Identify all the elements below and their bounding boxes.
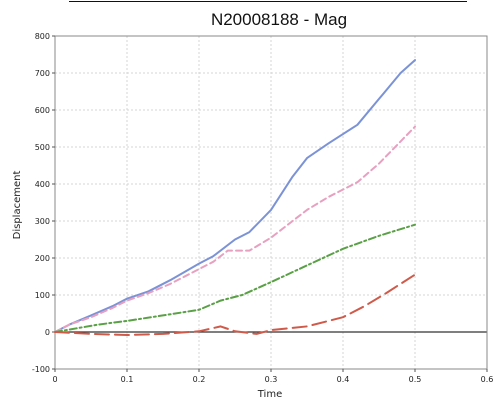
x-tick-label: 0.2 xyxy=(193,375,206,384)
x-tick-label: 0 xyxy=(52,375,57,384)
series-line-2 xyxy=(54,125,416,333)
y-tick-label: 500 xyxy=(35,143,50,152)
x-tick-label: 0.3 xyxy=(265,375,278,384)
x-tick-label: 0.4 xyxy=(337,375,350,384)
y-tick-label: 200 xyxy=(35,254,50,263)
top-rule xyxy=(69,1,467,2)
x-axis-label: Time xyxy=(257,389,282,400)
y-tick-label: 700 xyxy=(35,69,50,78)
x-tick-label: 0.6 xyxy=(481,375,493,384)
y-tick-label: 400 xyxy=(35,180,50,189)
series-line-1 xyxy=(54,59,416,333)
x-tick-label: 0.1 xyxy=(121,375,134,384)
series-line-3 xyxy=(54,223,416,333)
y-tick-label: 800 xyxy=(35,32,50,41)
y-tick-label: -100 xyxy=(32,365,50,374)
chart-title: N20008188 - Mag xyxy=(211,10,347,29)
y-tick-label: 300 xyxy=(35,217,50,226)
y-axis-label: Displacement xyxy=(12,171,23,240)
series-line-4 xyxy=(54,273,416,336)
y-tick-label: 100 xyxy=(35,291,50,300)
y-tick-label: 0 xyxy=(45,328,50,337)
y-tick-label: 600 xyxy=(35,106,50,115)
x-tick-label: 0.5 xyxy=(409,375,422,384)
